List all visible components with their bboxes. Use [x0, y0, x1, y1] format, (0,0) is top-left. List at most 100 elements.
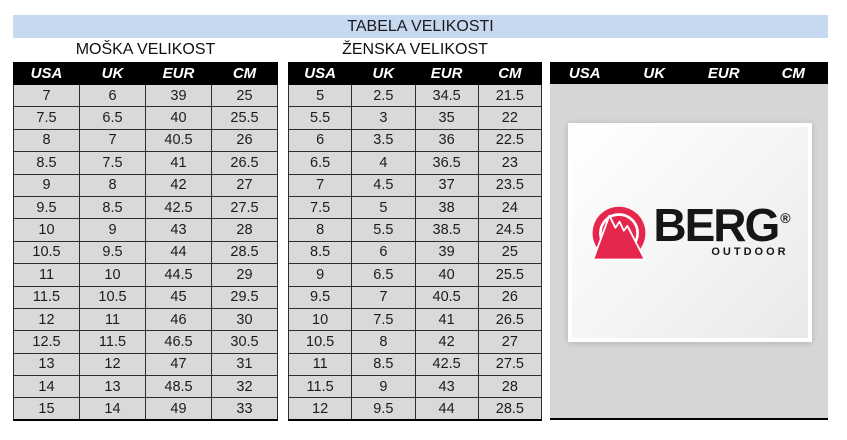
size-cell: 41 — [145, 151, 212, 175]
size-cell: 25 — [477, 240, 543, 265]
size-cell: 46 — [145, 307, 212, 332]
brand-panel: USA UK EUR CM BERG ® OUTDOOR — [550, 62, 828, 420]
size-cell: 40.5 — [414, 285, 479, 309]
womens-table-body: 5 2.5 34.5 21.5 5.5 3 35 22 6 3.5 36 22.5 6.5 4 36.5 23… — [287, 83, 543, 421]
size-cell: 9.5 — [351, 397, 416, 421]
womens-header-row: USA UK EUR CM — [287, 62, 543, 85]
table-row: 8.5 7.5 41 26.5 — [13, 151, 278, 175]
size-cell: 7.5 — [351, 307, 416, 332]
mens-size-table: USA UK EUR CM 7 6 39 25 7.5 6.5 40 25.5 8 7 40.5 26 8.5… — [13, 62, 278, 422]
size-cell: 8.5 — [351, 352, 416, 377]
size-cell: 7.5 — [79, 151, 146, 175]
size-cell: 27.5 — [477, 352, 543, 377]
size-cell: 13 — [13, 352, 80, 377]
table-row: 15 14 49 33 — [13, 397, 278, 421]
size-cell: 23 — [477, 151, 543, 175]
table-row: 7.5 5 38 24 — [287, 195, 543, 220]
column-header-eur: EUR — [145, 62, 212, 85]
column-header-uk: UK — [643, 64, 666, 82]
table-row: 7 6 39 25 — [13, 83, 278, 108]
size-cell: 43 — [414, 375, 479, 399]
table-row: 5.5 3 35 22 — [287, 106, 543, 130]
size-cell: 28.5 — [211, 240, 278, 265]
size-cell: 45 — [145, 285, 212, 309]
table-row: 11 8.5 42.5 27.5 — [287, 352, 543, 377]
size-cell: 14 — [79, 397, 146, 421]
size-cell: 5.5 — [351, 218, 416, 242]
mens-section-title: MOŠKA VELIKOST — [75, 41, 216, 58]
size-cell: 27.5 — [211, 195, 278, 220]
size-cell: 42 — [145, 173, 212, 197]
size-cell: 36 — [414, 128, 479, 153]
size-cell: 42 — [414, 330, 479, 354]
size-cell: 48.5 — [145, 375, 212, 399]
size-cell: 8 — [351, 330, 416, 354]
mens-size-section: MOŠKA VELIKOST USA UK EUR CM 7 6 39 25 7.5 6.5 40… — [13, 40, 278, 422]
size-cell: 8.5 — [13, 151, 80, 175]
womens-size-section: ŽENSKA VELIKOST USA UK EUR CM 5 2.5 34.5 21.5 5… — [287, 40, 543, 422]
size-cell: 28.5 — [477, 397, 543, 421]
mens-header-row: USA UK EUR CM — [13, 62, 278, 85]
size-cell: 14 — [13, 375, 80, 399]
size-cell: 9 — [287, 263, 353, 287]
table-row: 8 5.5 38.5 24.5 — [287, 218, 543, 242]
size-cell: 9 — [13, 173, 80, 197]
size-cell: 39 — [414, 240, 479, 265]
size-cell: 30.5 — [211, 330, 278, 354]
size-cell: 44 — [145, 240, 212, 265]
size-cell: 44 — [414, 397, 479, 421]
table-row: 6.5 4 36.5 23 — [287, 151, 543, 175]
table-row: 5 2.5 34.5 21.5 — [287, 83, 543, 108]
size-cell: 13 — [79, 375, 146, 399]
size-cell: 3 — [351, 106, 416, 130]
size-cell: 12 — [13, 307, 80, 332]
size-cell: 12.5 — [13, 330, 80, 354]
size-cell: 6 — [351, 240, 416, 265]
size-cell: 40 — [145, 106, 212, 130]
table-row: 8 7 40.5 26 — [13, 128, 278, 153]
berg-logo: BERG ® OUTDOOR — [589, 202, 791, 260]
size-cell: 15 — [13, 397, 80, 421]
size-cell: 28 — [477, 375, 543, 399]
brand-name-label: BERG — [653, 198, 780, 251]
size-cell: 24.5 — [477, 218, 543, 242]
column-header-cm: CM — [781, 64, 805, 82]
column-header-usa: USA — [287, 62, 353, 85]
size-cell: 32 — [211, 375, 278, 399]
brand-panel-header-row: USA UK EUR CM — [550, 62, 828, 84]
womens-section-title: ŽENSKA VELIKOST — [342, 41, 488, 58]
size-cell: 26 — [477, 285, 543, 309]
table-row: 13 12 47 31 — [13, 352, 278, 377]
size-cell: 7 — [351, 285, 416, 309]
page-title: TABELA VELIKOSTI — [13, 15, 828, 38]
table-row: 7 4.5 37 23.5 — [287, 173, 543, 197]
size-cell: 3.5 — [351, 128, 416, 153]
size-cell: 37 — [414, 173, 479, 197]
size-cell: 46.5 — [145, 330, 212, 354]
size-cell: 9 — [79, 218, 146, 242]
size-cell: 25.5 — [477, 263, 543, 287]
size-cell: 2.5 — [351, 83, 416, 108]
size-cell: 28 — [211, 218, 278, 242]
size-cell: 29 — [211, 263, 278, 287]
size-cell: 8 — [287, 218, 353, 242]
brand-name: BERG ® — [653, 202, 790, 248]
size-cell: 6.5 — [287, 151, 353, 175]
size-cell: 21.5 — [477, 83, 543, 108]
size-cell: 38 — [414, 195, 479, 220]
size-cell: 42.5 — [145, 195, 212, 220]
size-cell: 25 — [211, 83, 278, 108]
column-header-uk: UK — [79, 62, 146, 85]
size-cell: 12 — [287, 397, 353, 421]
size-cell: 22.5 — [477, 128, 543, 153]
berg-logo-text: BERG ® OUTDOOR — [653, 202, 790, 259]
size-cell: 6.5 — [351, 263, 416, 287]
size-cell: 5 — [287, 83, 353, 108]
size-cell: 26.5 — [477, 307, 543, 332]
size-cell: 30 — [211, 307, 278, 332]
table-row: 9.5 8.5 42.5 27.5 — [13, 195, 278, 220]
table-row: 12 9.5 44 28.5 — [287, 397, 543, 421]
size-cell: 41 — [414, 307, 479, 332]
size-cell: 7.5 — [13, 106, 80, 130]
size-cell: 26 — [211, 128, 278, 153]
